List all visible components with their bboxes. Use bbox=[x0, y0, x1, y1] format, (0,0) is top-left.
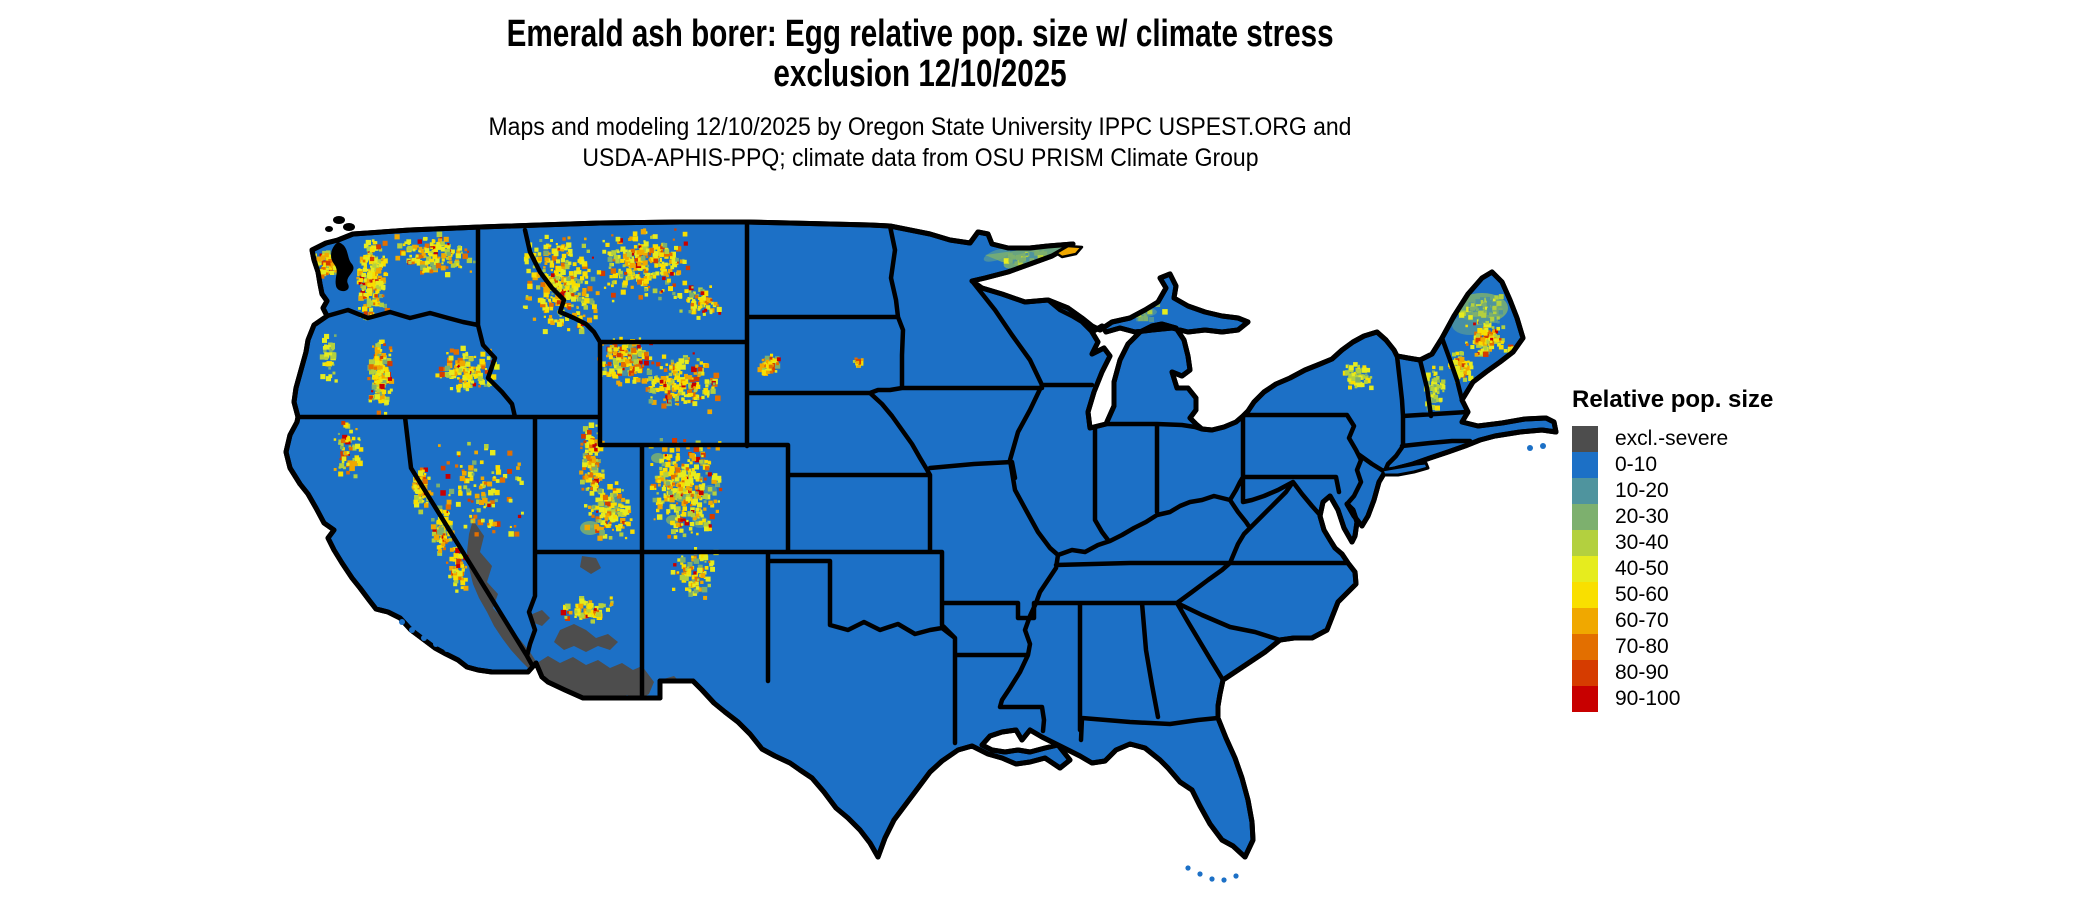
legend-swatch-60-70 bbox=[1572, 608, 1598, 634]
conus-outline bbox=[283, 219, 1559, 860]
risk-speckles bbox=[311, 228, 1516, 624]
legend-label: excl.-severe bbox=[1615, 427, 1729, 450]
legend-row-70-80: 70-80 bbox=[1572, 634, 1872, 660]
isle-royale bbox=[1054, 244, 1084, 259]
florida-key bbox=[1185, 865, 1191, 871]
legend-title: Relative pop. size bbox=[1572, 386, 1774, 413]
map-subtitle: Maps and modeling 12/10/2025 by Oregon S… bbox=[0, 112, 1840, 174]
state-borders bbox=[293, 222, 1476, 746]
channel-island bbox=[444, 646, 450, 652]
long-island bbox=[1380, 461, 1430, 477]
legend-row-30-40: 30-40 bbox=[1572, 530, 1872, 556]
map-title-line1: Emerald ash borer: Egg relative pop. siz… bbox=[506, 13, 1334, 55]
legend-row-40-50: 40-50 bbox=[1572, 556, 1872, 582]
legend-swatch-80-90 bbox=[1572, 660, 1598, 686]
legend-row-80-90: 80-90 bbox=[1572, 660, 1872, 686]
legend-swatch-0-10 bbox=[1572, 452, 1598, 478]
exclusion-zone-blob bbox=[467, 520, 541, 674]
legend-label: 40-50 bbox=[1615, 557, 1669, 580]
legend-swatch-90-100 bbox=[1572, 686, 1598, 712]
puget-sound-inlets bbox=[331, 242, 354, 292]
legend-row-90-100: 90-100 bbox=[1572, 686, 1872, 712]
legend-swatch-30-40 bbox=[1572, 530, 1598, 556]
map-subtitle-line1: Maps and modeling 12/10/2025 by Oregon S… bbox=[488, 113, 1352, 141]
channel-island bbox=[409, 627, 415, 633]
legend-swatch-70-80 bbox=[1572, 634, 1598, 660]
legend-label: 30-40 bbox=[1615, 531, 1669, 554]
exclusion-zone-blob bbox=[530, 610, 550, 626]
legend-label: 70-80 bbox=[1615, 635, 1669, 658]
canadian-island bbox=[333, 216, 345, 224]
legend-row-0-10: 0-10 bbox=[1572, 452, 1872, 478]
cape-cod-island bbox=[1540, 443, 1546, 449]
legend-row-10-20: 10-20 bbox=[1572, 478, 1872, 504]
legend-row-60-70: 60-70 bbox=[1572, 608, 1872, 634]
legend-swatch-40-50 bbox=[1572, 556, 1598, 582]
channel-island bbox=[421, 635, 427, 641]
canadian-island bbox=[325, 226, 333, 232]
legend-swatch-20-30 bbox=[1572, 504, 1598, 530]
legend-rows: excl.-severe 0-10 10-20 20-30 30-40 40-50 50-6… bbox=[1572, 426, 1872, 712]
legend-label: 20-30 bbox=[1615, 505, 1669, 528]
canadian-island bbox=[343, 223, 355, 231]
legend-label: 60-70 bbox=[1615, 609, 1669, 632]
legend-swatch-50-60 bbox=[1572, 582, 1598, 608]
legend: Relative pop. size excl.-severe 0-10 10-20… bbox=[1572, 386, 1872, 712]
legend-swatch-excl.-severe bbox=[1572, 426, 1598, 452]
channel-island bbox=[399, 619, 405, 625]
us-map-svg bbox=[283, 216, 1559, 883]
legend-label: 10-20 bbox=[1615, 479, 1669, 502]
legend-row-20-30: 20-30 bbox=[1572, 504, 1872, 530]
legend-label: 0-10 bbox=[1615, 453, 1658, 476]
florida-key bbox=[1209, 876, 1215, 882]
map-subtitle-line2: USDA-APHIS-PPQ; climate data from OSU PR… bbox=[581, 144, 1259, 172]
legend-swatch-10-20 bbox=[1572, 478, 1598, 504]
legend-label: 80-90 bbox=[1615, 661, 1669, 684]
map-header: Emerald ash borer: Egg relative pop. siz… bbox=[0, 14, 1840, 174]
exclusion-zone-blob bbox=[580, 556, 601, 574]
channel-island bbox=[433, 641, 439, 647]
cape-cod-island bbox=[1527, 445, 1533, 451]
us-risk-map bbox=[230, 160, 1570, 892]
florida-key bbox=[1221, 877, 1227, 883]
florida-key bbox=[1197, 871, 1203, 877]
islands-and-sounds bbox=[325, 216, 1546, 883]
legend-row-excl.-severe: excl.-severe bbox=[1572, 426, 1872, 452]
legend-row-50-60: 50-60 bbox=[1572, 582, 1872, 608]
legend-label: 90-100 bbox=[1615, 687, 1681, 710]
exclusion-zone-blob bbox=[554, 624, 618, 652]
legend-label: 50-60 bbox=[1615, 583, 1669, 606]
map-title-line2: exclusion 12/10/2025 bbox=[773, 53, 1067, 95]
florida-key bbox=[1233, 873, 1239, 879]
